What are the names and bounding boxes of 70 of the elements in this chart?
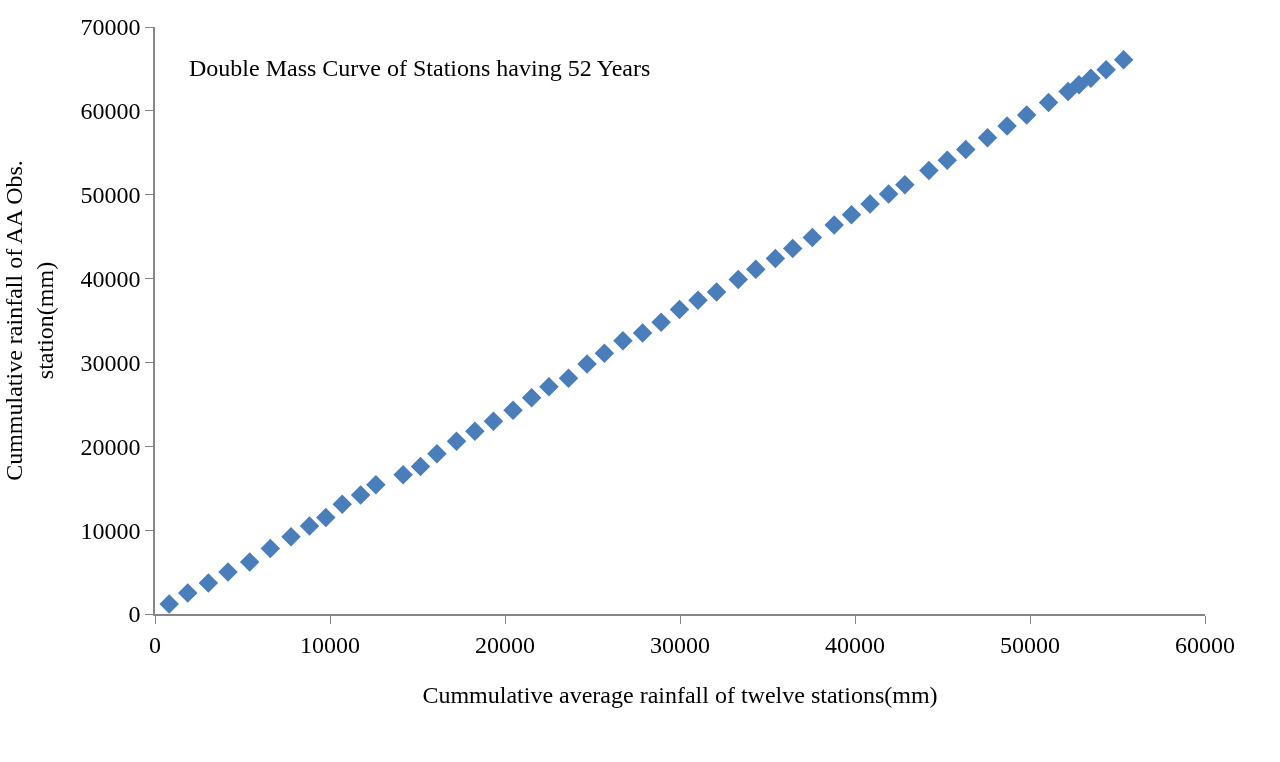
x-tick-label: 0	[149, 631, 161, 658]
point	[366, 475, 386, 495]
point	[577, 354, 597, 374]
x-tick-label: 50000	[1000, 631, 1060, 658]
point	[350, 485, 371, 505]
point	[299, 516, 320, 536]
y-axis-title: Cummulative rainfall of AA Obs. station(mm)	[0, 160, 59, 481]
x-tick-label: 60000	[1175, 631, 1235, 658]
x-tick-label: 40000	[825, 631, 885, 658]
point	[802, 227, 823, 248]
y-tick-label: 10000	[80, 517, 141, 544]
point	[1069, 75, 1089, 95]
point	[1113, 49, 1134, 70]
point	[937, 150, 957, 171]
point	[503, 400, 523, 420]
point	[177, 583, 198, 603]
point	[895, 174, 915, 195]
point	[393, 465, 413, 485]
point	[446, 431, 467, 451]
point	[1016, 105, 1037, 125]
point	[746, 259, 766, 280]
point	[919, 160, 939, 181]
point	[765, 248, 786, 269]
point	[1058, 81, 1078, 102]
point	[669, 299, 690, 320]
point	[558, 368, 579, 389]
point	[316, 507, 336, 528]
point	[427, 444, 447, 464]
point	[613, 330, 633, 351]
y-tick-label: 20000	[80, 433, 141, 460]
point	[465, 421, 485, 441]
point	[860, 194, 880, 214]
point	[728, 269, 749, 290]
y-tick-label: 70000	[80, 14, 141, 41]
point	[977, 127, 998, 148]
point	[782, 238, 803, 259]
point	[218, 562, 238, 582]
point	[260, 538, 281, 559]
point	[706, 282, 727, 302]
x-tick-label: 30000	[650, 631, 710, 658]
point	[594, 343, 615, 363]
point	[956, 139, 976, 160]
point	[651, 312, 671, 332]
x-axis-title: Cummulative average rainfall of twelve stations(mm)	[422, 682, 938, 709]
point	[483, 411, 504, 431]
y-tick-label: 60000	[80, 98, 141, 125]
x-tick-label: 10000	[300, 631, 360, 658]
point	[632, 323, 653, 343]
point	[1096, 60, 1116, 80]
point	[159, 594, 179, 614]
y-tick-label: 0	[128, 601, 141, 628]
point	[1081, 68, 1101, 88]
y-tick-label: 30000	[80, 349, 141, 376]
point	[521, 387, 542, 408]
point	[1038, 92, 1059, 113]
y-tick-label: 50000	[80, 182, 141, 209]
point	[878, 184, 899, 204]
point	[198, 573, 219, 593]
point	[281, 527, 301, 547]
point	[332, 494, 352, 514]
point	[239, 552, 260, 572]
annotation: Double Mass Curve of Stations having 52 Years	[189, 55, 651, 81]
x-tick-label: 20000	[475, 631, 535, 658]
y-tick-label: 40000	[80, 265, 141, 292]
point	[688, 290, 708, 311]
point	[824, 215, 844, 235]
point	[539, 377, 559, 397]
point	[997, 116, 1017, 136]
point	[841, 205, 862, 225]
point	[410, 456, 431, 477]
